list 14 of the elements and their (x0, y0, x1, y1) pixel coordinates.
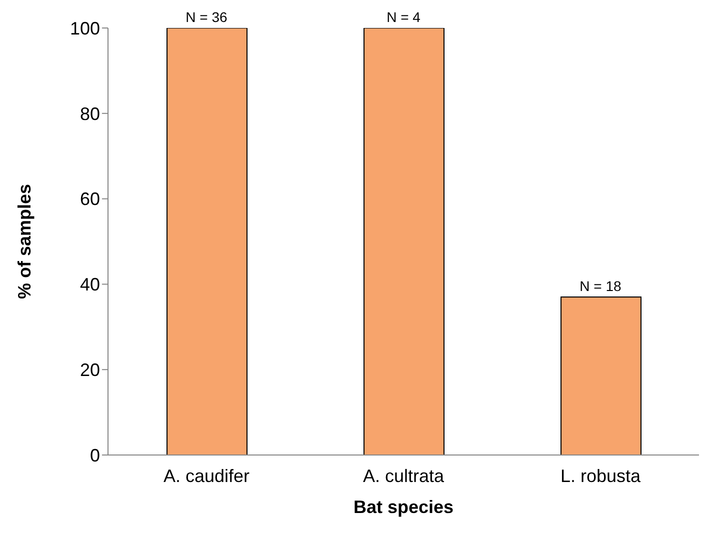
y-tick-label: 40 (80, 274, 100, 295)
x-axis-title: Bat species (353, 497, 454, 517)
y-tick-label: 20 (80, 360, 100, 380)
annotation: N = 18 (580, 278, 622, 294)
y-tick-label: 100 (70, 18, 100, 38)
y-tick-label: 60 (80, 189, 100, 210)
y-tick-label: 80 (80, 104, 100, 124)
x-tick-label: A. caudifer (163, 466, 250, 486)
annotation: N = 4 (386, 9, 421, 25)
y-axis-title: % of samples (14, 184, 34, 300)
x-tick-label: A. cultrata (362, 466, 445, 486)
y-tick-label: 0 (90, 445, 100, 466)
annotation: N = 36 (186, 9, 228, 25)
x-tick-label: L. robusta (560, 466, 642, 486)
